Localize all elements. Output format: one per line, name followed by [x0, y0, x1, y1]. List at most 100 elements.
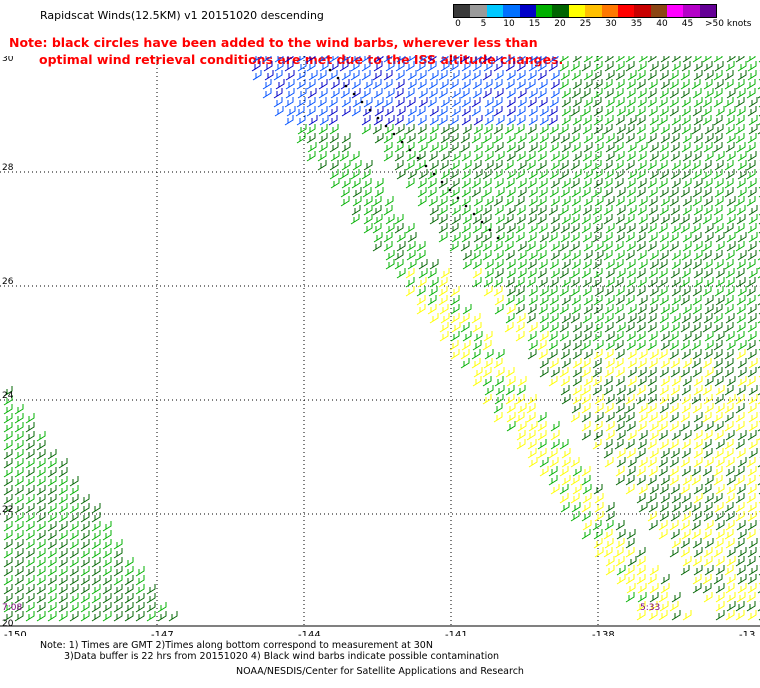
wind-barb [538, 187, 548, 198]
wind-barb [715, 232, 725, 243]
wind-barb [91, 530, 101, 541]
wind-barb [561, 313, 571, 324]
wind-barb [296, 70, 306, 81]
wind-barb [726, 241, 736, 252]
wind-barb [102, 530, 112, 541]
wind-barb [69, 539, 79, 550]
wind-barb [604, 457, 614, 468]
wind-barb [637, 277, 647, 288]
wind-barb [713, 340, 723, 351]
wind-barb [682, 178, 692, 189]
wind-barb [714, 61, 724, 72]
pass-time-label: 5:33 [640, 603, 660, 613]
wind-barb [658, 160, 668, 171]
wind-barb [440, 151, 450, 162]
wind-barb [681, 439, 691, 450]
wind-barb [47, 539, 57, 550]
wind-barb [605, 142, 615, 153]
wind-barb [361, 56, 371, 63]
wind-barb [682, 56, 692, 63]
wind-barb [528, 196, 538, 207]
wind-barb [339, 169, 349, 180]
wind-barb [583, 169, 593, 180]
wind-barb [394, 250, 404, 261]
wind-barb [692, 232, 702, 243]
wind-barb [604, 403, 614, 414]
wind-barb [680, 322, 690, 333]
wind-barb [748, 115, 758, 126]
wind-barb [427, 304, 437, 315]
wind-barb [405, 178, 415, 189]
wind-barb [91, 557, 101, 568]
wind-barb [747, 349, 757, 360]
wind-barb [14, 584, 24, 595]
wind-barb [581, 106, 591, 117]
wind-barb [647, 178, 657, 189]
wind-barb [495, 115, 505, 126]
wind-barb [307, 142, 317, 153]
wind-barb [550, 439, 560, 450]
wind-barb [25, 422, 35, 433]
wind-barb [438, 223, 448, 234]
wind-barb [714, 502, 724, 513]
wind-barb [615, 466, 625, 477]
contamination-dot [408, 148, 412, 152]
wind-barb [737, 151, 747, 162]
wind-barb [614, 133, 624, 144]
wind-barb [703, 430, 713, 441]
wind-barb [714, 430, 724, 441]
wind-barb [594, 547, 604, 558]
wind-barb [570, 232, 580, 243]
wind-barb [713, 358, 723, 369]
wind-barb [593, 56, 603, 63]
wind-barb [748, 232, 758, 243]
wind-barb [724, 502, 734, 513]
wind-barb [702, 241, 712, 252]
wind-barb [693, 115, 703, 126]
wind-barb [604, 322, 614, 333]
wind-barb [605, 259, 615, 270]
wind-barb [395, 124, 405, 135]
wind-barb [429, 106, 439, 117]
wind-barb [704, 277, 714, 288]
wind-barb [625, 394, 635, 405]
wind-barb [659, 61, 669, 72]
wind-barb [427, 169, 437, 180]
wind-barb [25, 530, 35, 541]
wind-barb [647, 70, 657, 81]
wind-barb [493, 169, 503, 180]
wind-barb [494, 142, 504, 153]
wind-barb [383, 241, 393, 252]
wind-barb [625, 475, 635, 486]
wind-barb [726, 601, 736, 612]
wind-barb [625, 322, 635, 333]
wind-barb [560, 349, 570, 360]
wind-barb [737, 430, 747, 441]
color-scale-swatch [617, 5, 635, 17]
wind-barb [548, 286, 558, 297]
wind-barb [449, 340, 459, 351]
wind-barb [747, 466, 757, 477]
wind-barb [374, 106, 384, 117]
footer-credit: NOAA/NESDIS/Center for Satellite Applica… [236, 666, 524, 677]
wind-barb [648, 331, 658, 342]
wind-barb [428, 88, 438, 99]
wind-barb [506, 304, 516, 315]
wind-barb [135, 584, 145, 595]
color-scale-label: 0 [455, 19, 461, 29]
wind-barb [330, 88, 340, 99]
wind-barb [570, 133, 580, 144]
wind-barb [692, 106, 702, 117]
wind-barb [550, 268, 560, 279]
wind-barb [418, 169, 428, 180]
color-scale-label: 10 [503, 19, 515, 29]
wind-barb [450, 178, 460, 189]
wind-barb [647, 367, 657, 378]
wind-barb [572, 115, 582, 126]
wind-barb [494, 259, 504, 270]
wind-barb [648, 304, 658, 315]
wind-barb [504, 160, 514, 171]
wind-barb [636, 124, 646, 135]
wind-barb [703, 268, 713, 279]
wind-barb [550, 223, 560, 234]
